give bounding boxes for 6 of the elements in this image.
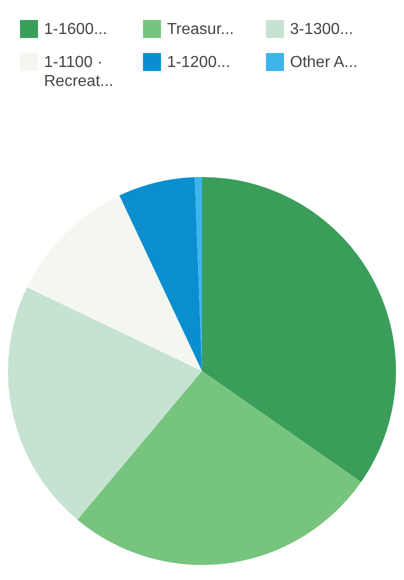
legend-label: 1-1200... [167,53,230,72]
legend-label: 3-1300... [290,20,354,39]
legend-label: 1-1100 · Recreat... [44,53,114,91]
legend-label: 1-1600... [44,20,108,39]
legend-label: Treasur... [167,20,234,39]
legend-label: Other A... [290,53,358,72]
